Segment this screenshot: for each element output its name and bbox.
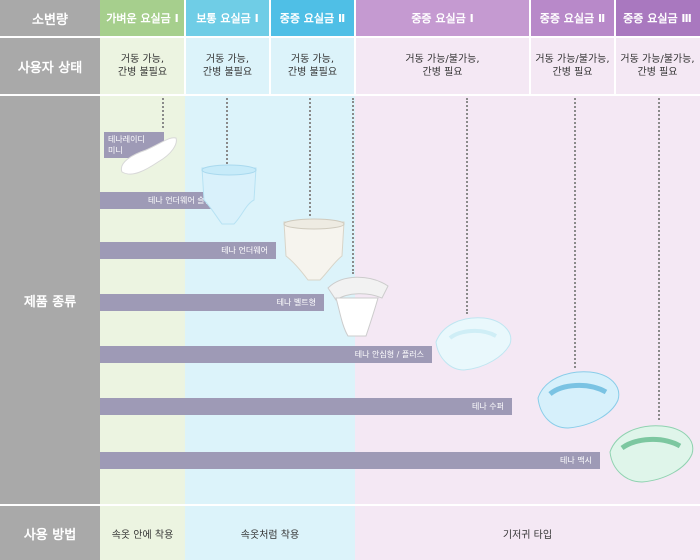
divider: [614, 0, 616, 94]
level-header-moderate-2: 중증 요실금 Ⅱ: [270, 0, 355, 36]
guide-line: [574, 98, 576, 368]
super-illustration: [537, 371, 620, 429]
status-cell-1: 거동 가능, 간병 불필요: [117, 54, 168, 78]
divider: [0, 504, 700, 506]
guide-line: [352, 98, 354, 274]
guide-line: [466, 98, 468, 314]
divider: [0, 94, 700, 96]
pad-illustration: [120, 137, 177, 175]
status-cell-5: 거동 가능/불가능, 간병 필요: [535, 54, 610, 78]
product-bar-underwear: 테나 언더웨어: [100, 242, 276, 259]
divider: [0, 36, 700, 38]
row-header-urine-volume: 소변량: [0, 0, 100, 36]
status-cell-3: 거동 가능, 간병 불필요: [287, 54, 338, 78]
status-cell-2: 거동 가능, 간병 불필요: [202, 54, 253, 78]
guide-line: [658, 98, 660, 420]
maxi-illustration: [609, 425, 694, 483]
divider: [184, 0, 186, 94]
level-header-severe-2: 중증 요실금 Ⅱ: [530, 0, 615, 36]
product-bar-comfort-plus: 테나 안심형 / 플러스: [100, 346, 432, 363]
level-header-light-1: 가벼운 요실금 Ⅰ: [100, 0, 185, 36]
level-header-severe-3: 중증 요실금 Ⅲ: [615, 0, 700, 36]
status-cell-6: 거동 가능/불가능, 간병 필요: [620, 54, 695, 78]
divider: [269, 0, 271, 94]
status-cell-4: 거동 가능/불가능, 간병 필요: [405, 54, 480, 78]
product-bar-maxi: 테나 맥시: [100, 452, 600, 469]
row-header-user-status: 사용자 상태: [0, 38, 100, 94]
row-header-product-type: 제품 종류: [0, 96, 100, 504]
product-bar-underwear-slim: 테나 언더웨어 슬림: [100, 192, 220, 209]
usage-like-underwear: 속옷처럼 착용: [240, 529, 300, 541]
guide-line: [226, 98, 228, 164]
comfort-plus-illustration: [435, 317, 512, 371]
divider: [529, 0, 531, 94]
level-header-moderate-1: 보통 요실금 Ⅰ: [185, 0, 270, 36]
underwear-illustration: [283, 218, 345, 281]
level-header-severe-1: 중증 요실금 Ⅰ: [355, 0, 530, 36]
usage-diaper-type: 기저귀 타입: [502, 529, 553, 541]
guide-line: [162, 98, 164, 128]
product-bar-belt: 테나 벨트형: [100, 294, 324, 311]
row-header-usage: 사용 방법: [0, 506, 100, 560]
divider: [354, 0, 356, 94]
guide-line: [309, 98, 311, 216]
product-bar-super: 테나 수퍼: [100, 398, 512, 415]
underwear-slim-illustration: [201, 164, 257, 225]
belt-brief-illustration: [327, 276, 389, 337]
usage-inside-underwear: 속옷 안에 착용: [111, 529, 174, 541]
